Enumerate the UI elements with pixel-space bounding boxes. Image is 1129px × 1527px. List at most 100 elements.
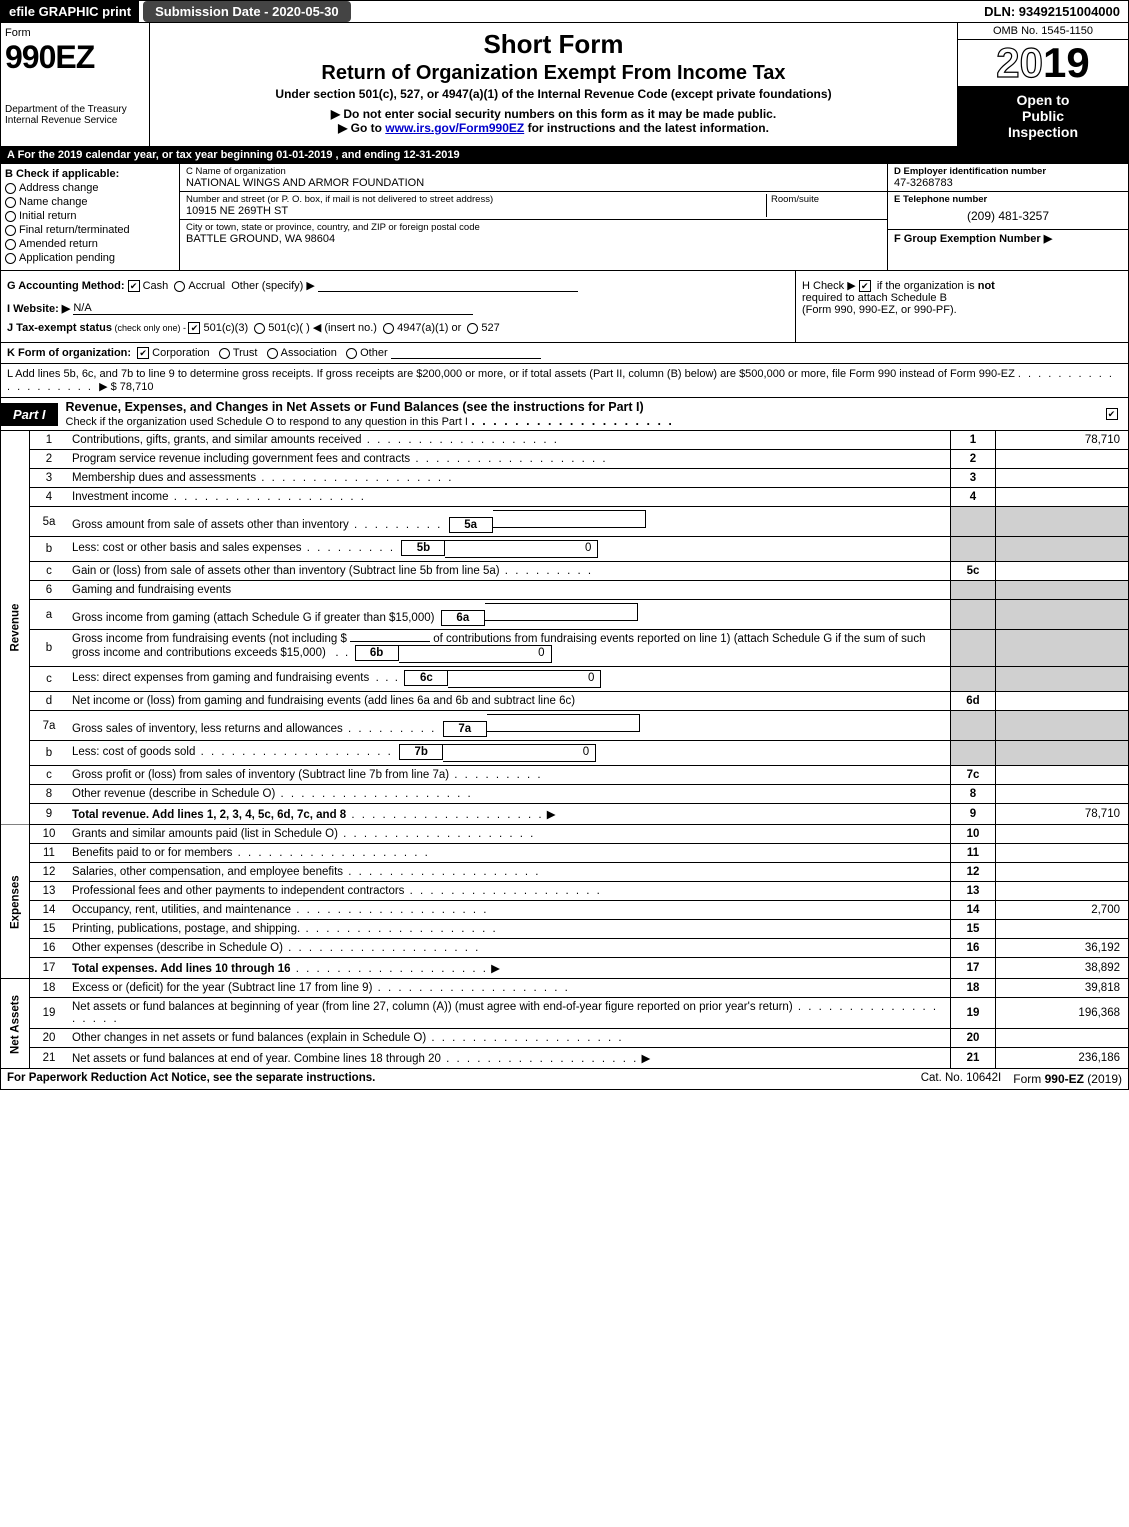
- l19-amt: 196,368: [996, 998, 1129, 1029]
- l6d-desc: Net income or (loss) from gaming and fun…: [72, 695, 575, 707]
- inspection-label: Open to Public Inspection: [958, 86, 1128, 146]
- j-note: (check only one) -: [112, 323, 189, 333]
- i-value: N/A: [73, 302, 473, 315]
- year-bold: 19: [1043, 39, 1090, 86]
- l7a-desc: Gross sales of inventory, less returns a…: [72, 723, 343, 735]
- l6d-amt: [996, 692, 1129, 711]
- line-k: K Form of organization: Corporation Trus…: [0, 343, 1129, 364]
- irs-link[interactable]: www.irs.gov/Form990EZ: [385, 121, 524, 135]
- part1-check-o[interactable]: [1098, 408, 1128, 420]
- k-other-check[interactable]: [346, 348, 357, 359]
- row-9: 9 Total revenue. Add lines 1, 2, 3, 4, 5…: [1, 804, 1129, 825]
- l15-num: 15: [30, 920, 69, 939]
- chk-application-pending[interactable]: Application pending: [5, 252, 175, 264]
- h-check[interactable]: [859, 280, 871, 292]
- header-center: Short Form Return of Organization Exempt…: [150, 23, 957, 146]
- l4-box: 4: [951, 488, 996, 507]
- l3-box: 3: [951, 469, 996, 488]
- j-501c3-check[interactable]: [188, 322, 200, 334]
- l-text: L Add lines 5b, 6c, and 7b to line 9 to …: [7, 368, 1015, 380]
- l6a-innerbox: 6a: [441, 610, 485, 626]
- l15-box: 15: [951, 920, 996, 939]
- l5c-box: 5c: [951, 562, 996, 581]
- k-trust-check[interactable]: [219, 348, 230, 359]
- line-h: H Check ▶ if the organization is not req…: [795, 271, 1128, 342]
- l17-desc: Total expenses. Add lines 10 through 16: [72, 963, 291, 975]
- line-j: J Tax-exempt status (check only one) - 5…: [7, 321, 789, 334]
- k-corp-label: Corporation: [152, 347, 209, 359]
- dept-label: Department of the Treasury: [5, 104, 145, 115]
- city-label: City or town, state or province, country…: [186, 222, 881, 233]
- h-not: not: [978, 280, 995, 292]
- l6b-desc1: Gross income from fundraising events (no…: [72, 633, 347, 645]
- chk-name-change[interactable]: Name change: [5, 196, 175, 208]
- l5b-num: b: [30, 537, 69, 562]
- city-row: City or town, state or province, country…: [180, 220, 887, 247]
- period-row: A For the 2019 calendar year, or tax yea…: [0, 147, 1129, 164]
- row-8: 8 Other revenue (describe in Schedule O)…: [1, 785, 1129, 804]
- part1-dots: [471, 414, 674, 428]
- j-4947-check[interactable]: [383, 323, 394, 334]
- l6c-box-shade: [951, 667, 996, 692]
- l6a-desc: Gross income from gaming (attach Schedul…: [72, 612, 434, 624]
- row-14: 14 Occupancy, rent, utilities, and maint…: [1, 901, 1129, 920]
- g-accrual-label: Accrual: [188, 280, 225, 292]
- d-value: 47-3268783: [894, 177, 1122, 189]
- part1-title-text: Revenue, Expenses, and Changes in Net As…: [66, 400, 644, 414]
- l12-num: 12: [30, 863, 69, 882]
- chk-address-change[interactable]: Address change: [5, 182, 175, 194]
- k-assoc-check[interactable]: [267, 348, 278, 359]
- footer-right-prefix: Form: [1013, 1072, 1044, 1086]
- l5b-inneramt: 0: [445, 540, 598, 558]
- l21-amt: 236,186: [996, 1048, 1129, 1069]
- k-corp-check[interactable]: [137, 347, 149, 359]
- l6c-inneramt: 0: [448, 670, 601, 688]
- k-trust-label: Trust: [233, 347, 258, 359]
- l6a-box-shade: [951, 600, 996, 630]
- l6-desc: Gaming and fundraising events: [72, 584, 231, 596]
- l9-amt: 78,710: [996, 804, 1129, 825]
- h-text4: (Form 990, 990-EZ, or 990-PF).: [802, 304, 957, 316]
- j-501c-check[interactable]: [254, 323, 265, 334]
- footer: For Paperwork Reduction Act Notice, see …: [0, 1069, 1129, 1090]
- e-value: (209) 481-3257: [894, 205, 1122, 227]
- row-1: Revenue 1 Contributions, gifts, grants, …: [1, 431, 1129, 450]
- l15-desc: Printing, publications, postage, and shi…: [72, 923, 300, 935]
- title-short: Short Form: [158, 29, 949, 60]
- chk-initial-return[interactable]: Initial return: [5, 210, 175, 222]
- l7b-desc: Less: cost of goods sold: [72, 746, 195, 758]
- g-cash-check[interactable]: [128, 280, 140, 292]
- l18-num: 18: [30, 979, 69, 998]
- j-527-check[interactable]: [467, 323, 478, 334]
- l9-box: 9: [951, 804, 996, 825]
- l5a-innerbox: 5a: [449, 517, 493, 533]
- l5b-desc: Less: cost or other basis and sales expe…: [72, 542, 302, 554]
- l10-num: 10: [30, 825, 69, 844]
- g-accrual-check[interactable]: [174, 281, 185, 292]
- chk-name-change-label: Name change: [19, 196, 88, 208]
- l15-amt: [996, 920, 1129, 939]
- row-4: 4 Investment income 4: [1, 488, 1129, 507]
- l6a-num: a: [30, 600, 69, 630]
- omb-number: OMB No. 1545-1150: [958, 23, 1128, 40]
- l6-num: 6: [30, 581, 69, 600]
- l5a-num: 5a: [30, 507, 69, 537]
- row-6a: a Gross income from gaming (attach Sched…: [1, 600, 1129, 630]
- efile-label[interactable]: efile GRAPHIC print: [1, 1, 139, 22]
- l9-num: 9: [30, 804, 69, 825]
- l17-box: 17: [951, 958, 996, 979]
- chk-amended-return[interactable]: Amended return: [5, 238, 175, 250]
- k-other-field[interactable]: [391, 358, 541, 359]
- i-label: I Website: ▶: [7, 303, 70, 315]
- l1-amt: 78,710: [996, 431, 1129, 450]
- l6a-inneramt: [485, 603, 638, 621]
- l7c-desc: Gross profit or (loss) from sales of inv…: [72, 769, 449, 781]
- j-501c3-label: 501(c)(3): [203, 322, 248, 334]
- chk-final-return[interactable]: Final return/terminated: [5, 224, 175, 236]
- c-name-value: NATIONAL WINGS AND ARMOR FOUNDATION: [186, 177, 881, 189]
- c-name-label: C Name of organization: [186, 166, 881, 177]
- row-5a: 5a Gross amount from sale of assets othe…: [1, 507, 1129, 537]
- footer-right: Form 990-EZ (2019): [1007, 1069, 1128, 1089]
- g-other-field[interactable]: [318, 291, 578, 292]
- l5b-amt-shade: [996, 537, 1129, 562]
